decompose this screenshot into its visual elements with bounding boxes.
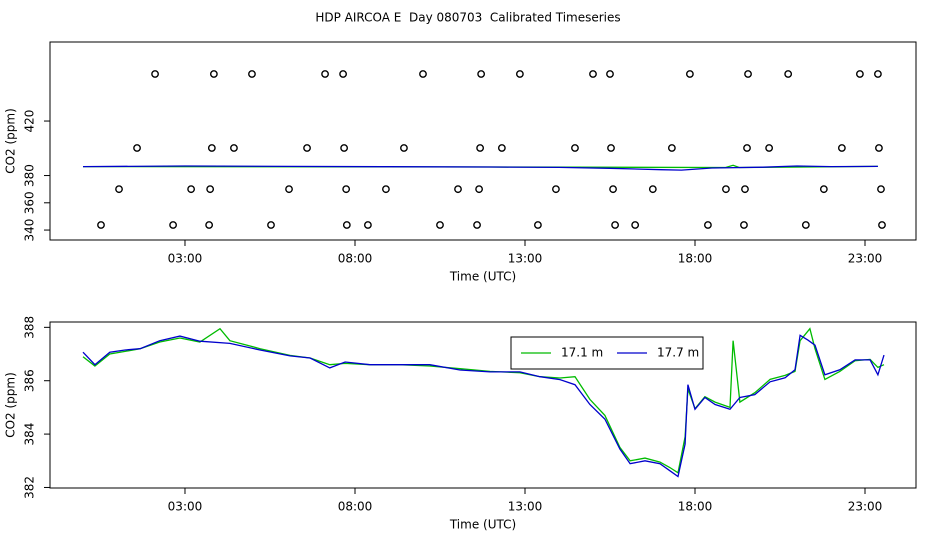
x-tick-label: 03:00	[168, 252, 203, 266]
data-point	[230, 144, 238, 152]
plot-frame	[49, 41, 917, 241]
data-point	[667, 144, 676, 152]
data-point	[187, 185, 196, 194]
data-point	[342, 185, 351, 194]
data-point	[248, 70, 256, 78]
y-axis-title: CO2 (ppm)	[4, 372, 18, 438]
data-point	[611, 221, 619, 229]
data-point	[97, 221, 105, 229]
data-point	[571, 144, 579, 152]
data-point	[801, 221, 810, 229]
data-point	[436, 221, 444, 229]
y-tick-label: 384	[23, 423, 37, 446]
x-tick-label: 08:00	[338, 500, 373, 514]
plot-frame	[49, 321, 917, 489]
data-point	[534, 221, 542, 229]
series-line	[82, 327, 885, 474]
data-point	[607, 144, 615, 152]
data-point	[115, 185, 123, 194]
data-point	[741, 185, 749, 194]
x-tick-label: 13:00	[508, 252, 543, 266]
x-tick-label: 23:00	[848, 500, 883, 514]
data-point	[321, 70, 329, 78]
data-point	[473, 221, 481, 229]
chart-title: HDP AIRCOA E Day 080703 Calibrated Times…	[315, 11, 620, 25]
y-tick-label: 388	[23, 316, 37, 339]
data-point	[151, 70, 159, 78]
x-tick-label: 18:00	[678, 500, 713, 514]
y-tick-label: 340	[23, 219, 37, 242]
x-axis-title: Time (UTC)	[449, 270, 516, 284]
series-line	[82, 334, 885, 478]
legend-label: 17.7 m	[657, 346, 699, 360]
data-point	[497, 144, 506, 152]
data-point	[837, 144, 846, 152]
data-point	[743, 144, 751, 152]
data-point	[740, 221, 748, 229]
x-tick-label: 13:00	[508, 500, 543, 514]
data-point	[878, 221, 886, 229]
data-point	[209, 70, 218, 78]
legend-label: 17.1 m	[561, 346, 603, 360]
x-tick-label: 18:00	[678, 252, 713, 266]
y-tick-label: 382	[23, 476, 37, 499]
data-point	[339, 70, 347, 78]
data-point	[475, 185, 483, 194]
data-point	[207, 144, 216, 152]
data-point	[419, 70, 427, 78]
series-line	[82, 165, 878, 171]
data-point	[648, 185, 657, 194]
data-point	[454, 185, 462, 194]
data-point	[631, 221, 640, 229]
x-tick-label: 08:00	[338, 252, 373, 266]
data-point	[303, 144, 311, 152]
y-tick-label: 380	[23, 164, 37, 187]
x-tick-label: 23:00	[848, 252, 883, 266]
data-point	[744, 70, 752, 78]
data-point	[340, 144, 349, 152]
data-point	[267, 221, 275, 229]
data-point	[476, 144, 485, 152]
data-point	[874, 70, 882, 78]
data-point	[285, 185, 293, 194]
data-point	[606, 70, 614, 78]
y-tick-label: 386	[23, 369, 37, 392]
data-point	[875, 144, 883, 152]
data-point	[169, 221, 177, 229]
data-point	[589, 70, 597, 78]
data-point	[819, 185, 828, 194]
data-point	[477, 70, 486, 78]
data-point	[609, 185, 617, 194]
data-point	[685, 70, 694, 78]
data-point	[342, 221, 351, 229]
y-tick-label: 360	[23, 191, 37, 214]
data-point	[206, 185, 215, 194]
data-point	[382, 185, 390, 194]
data-point	[784, 70, 793, 78]
x-tick-label: 03:00	[168, 500, 203, 514]
data-point	[765, 144, 774, 152]
data-point	[515, 70, 524, 78]
data-point	[855, 70, 864, 78]
data-point	[364, 221, 372, 229]
data-point	[400, 144, 408, 152]
data-point	[133, 144, 141, 152]
data-point	[877, 185, 885, 194]
data-point	[722, 185, 730, 194]
x-axis-title: Time (UTC)	[449, 518, 516, 532]
data-point	[552, 185, 560, 194]
y-axis-title: CO2 (ppm)	[4, 108, 18, 174]
data-point	[205, 221, 214, 229]
data-point	[704, 221, 712, 229]
y-tick-label: 420	[23, 110, 37, 133]
